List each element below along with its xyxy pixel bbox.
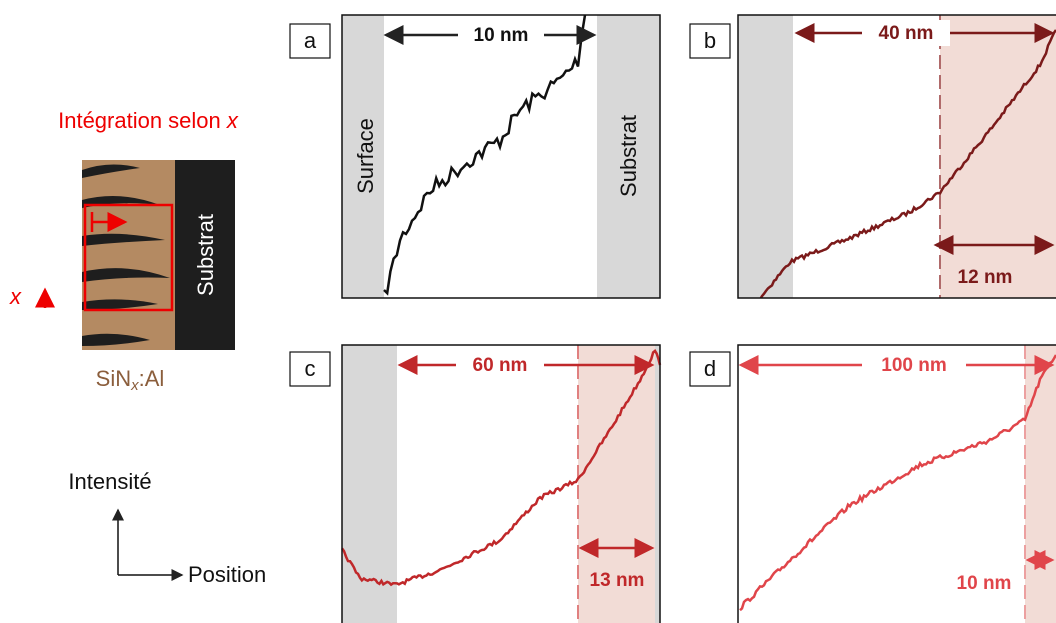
interface-band xyxy=(940,15,1056,298)
profile xyxy=(383,14,587,296)
label-bg xyxy=(862,20,950,46)
schematic-title: Intégration selon x xyxy=(58,108,239,133)
panel-label-box xyxy=(689,351,731,387)
panel-label: c xyxy=(305,356,316,381)
panel-frame xyxy=(341,344,661,623)
profile xyxy=(340,349,662,587)
label-bg xyxy=(456,352,544,378)
panel-label: a xyxy=(304,28,317,53)
material: SiNx:Al xyxy=(96,366,165,394)
panel-label-box xyxy=(689,23,731,59)
panel-frame xyxy=(737,14,1056,299)
x-axis-label: x xyxy=(9,284,22,309)
surface-band xyxy=(342,345,397,623)
surface-band xyxy=(342,15,384,298)
substrate-band xyxy=(597,15,660,298)
width-label: 60 nm xyxy=(473,355,528,376)
width-label: 100 nm xyxy=(881,355,946,376)
panel-frame xyxy=(341,14,661,299)
profile xyxy=(739,354,1056,612)
interface-label: 13 nm xyxy=(590,570,645,591)
label-bg xyxy=(458,22,544,48)
width-label: 10 nm xyxy=(474,25,529,46)
sample xyxy=(82,160,175,350)
interface-band xyxy=(1025,345,1056,623)
substrate-label: Substrat xyxy=(193,214,218,296)
surface-band xyxy=(738,15,793,298)
integration-arrow xyxy=(90,212,125,232)
substrate xyxy=(175,160,235,350)
label-bg xyxy=(862,352,966,378)
panel-label-box xyxy=(289,23,331,59)
panel-label-box xyxy=(289,351,331,387)
panel-label: d xyxy=(704,356,716,381)
x-axis-title: Position xyxy=(188,562,266,587)
panel-label: b xyxy=(704,28,716,53)
label-bg xyxy=(946,570,1022,596)
surface-label: Surface xyxy=(353,118,378,194)
interface-label: 10 nm xyxy=(957,573,1012,594)
interface-label: 12 nm xyxy=(958,267,1013,288)
interface-band xyxy=(578,345,655,623)
width-label: 40 nm xyxy=(879,23,934,44)
profile xyxy=(759,29,1056,298)
substrate-band xyxy=(655,345,660,623)
panel-frame xyxy=(737,344,1056,623)
substrate-label: Substrat xyxy=(616,115,641,197)
y-axis-label: Intensité xyxy=(68,469,151,494)
